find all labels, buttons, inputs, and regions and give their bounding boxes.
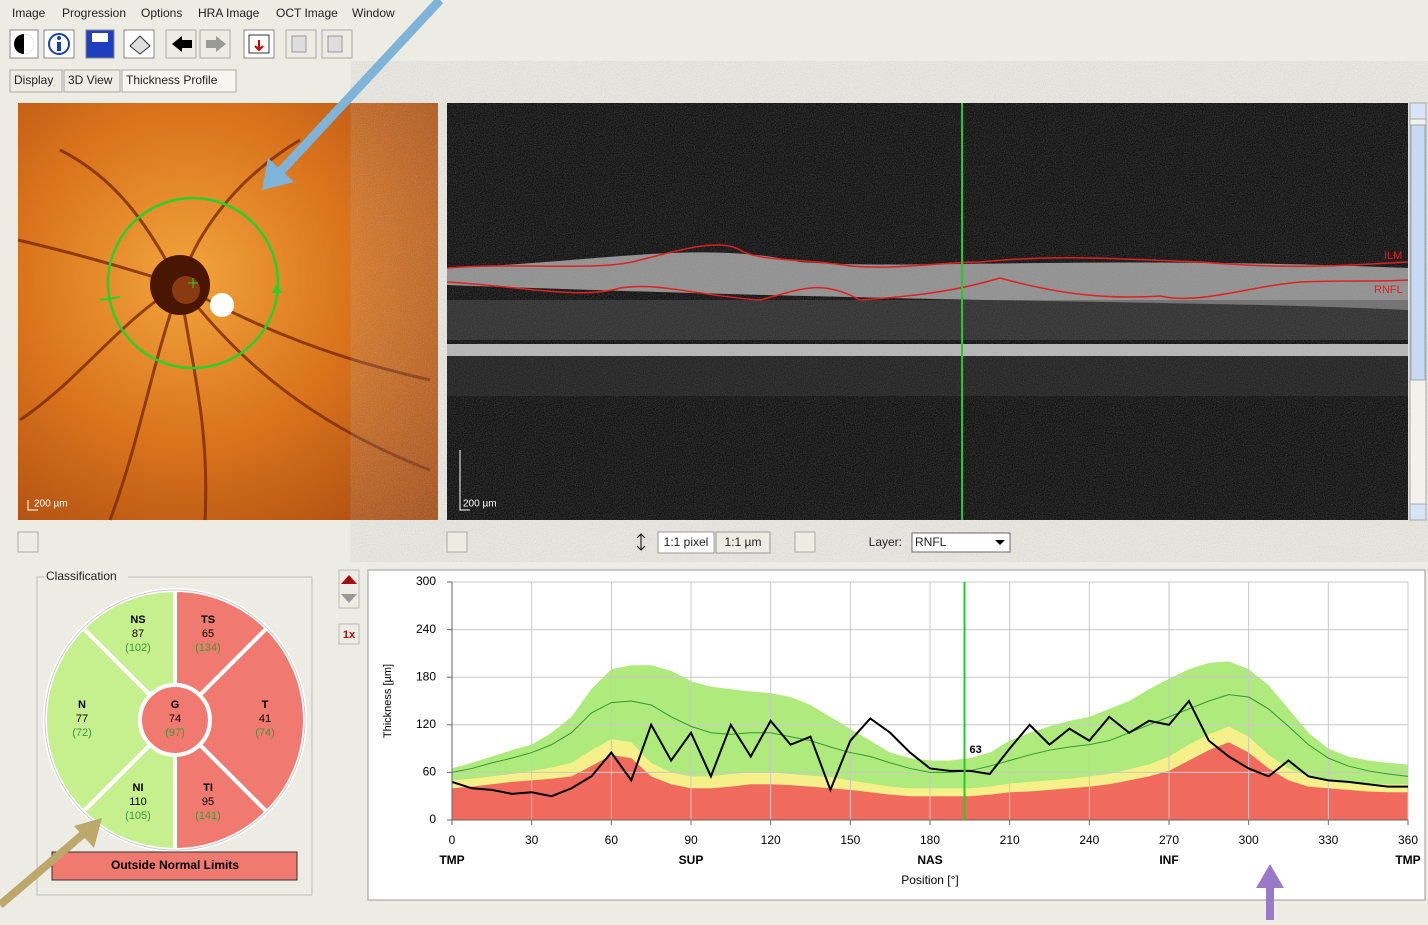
tool-button[interactable] bbox=[795, 532, 815, 552]
menu-item[interactable]: HRA Image bbox=[198, 6, 260, 20]
app-window: Image Progression Options HRA Image OCT Imag… bbox=[0, 0, 1428, 920]
y-tick-label: 60 bbox=[423, 765, 437, 779]
sector-value: 95 bbox=[202, 796, 214, 808]
oct-image bbox=[447, 103, 1408, 520]
cursor-value: 63 bbox=[970, 744, 982, 756]
sector-name: NI bbox=[133, 782, 144, 794]
y-tick-label: 180 bbox=[416, 669, 436, 683]
sector-name: T bbox=[262, 699, 269, 711]
sector-normal: (105) bbox=[125, 810, 151, 822]
x-tick-label: 240 bbox=[1079, 833, 1099, 847]
x-tick-label: 90 bbox=[684, 833, 698, 847]
sector-name: TI bbox=[203, 782, 213, 794]
y-tick-label: 240 bbox=[416, 622, 436, 636]
sector-value: 110 bbox=[129, 796, 147, 808]
y-axis-title: Thickness [µm] bbox=[382, 664, 394, 738]
layer-label: RNFL bbox=[1374, 284, 1403, 296]
x-tick-label: 0 bbox=[449, 833, 456, 847]
x-sector-label: INF bbox=[1159, 853, 1178, 867]
x-tick-label: 120 bbox=[761, 833, 781, 847]
sector-value: 65 bbox=[202, 628, 214, 640]
sector-normal: (97) bbox=[165, 727, 185, 739]
x-tick-label: 300 bbox=[1239, 833, 1259, 847]
x-sector-label: SUP bbox=[679, 853, 704, 867]
x-tick-label: 210 bbox=[1000, 833, 1020, 847]
layer-select-value: RNFL bbox=[915, 535, 947, 549]
tab-label: 3D View bbox=[68, 73, 113, 87]
sector-value: 87 bbox=[132, 628, 144, 640]
sector-name: NS bbox=[130, 614, 145, 626]
sector-normal: (74) bbox=[255, 727, 275, 739]
scrollbar[interactable] bbox=[1410, 103, 1426, 520]
y-tick-label: 300 bbox=[416, 574, 436, 588]
classification-title: Classification bbox=[46, 569, 117, 583]
toolbar bbox=[10, 30, 352, 58]
menu-item[interactable]: Progression bbox=[62, 6, 126, 20]
sector-name: TS bbox=[201, 614, 215, 626]
sector-value: 41 bbox=[259, 713, 271, 725]
tab-label: Display bbox=[14, 73, 53, 87]
menu-item[interactable]: Image bbox=[12, 6, 46, 20]
fundus-scale-label: 200 µm bbox=[34, 499, 68, 510]
tab-label: Thickness Profile bbox=[126, 73, 218, 87]
x-sector-label: TMP bbox=[1395, 853, 1420, 867]
fundus-image bbox=[18, 103, 438, 520]
oct-scale-label: 200 µm bbox=[463, 499, 497, 510]
result-label: Outside Normal Limits bbox=[111, 858, 239, 872]
x-tick-label: 30 bbox=[525, 833, 539, 847]
sector-name: N bbox=[78, 699, 86, 711]
zoom-pixel-label: 1:1 pixel bbox=[664, 535, 709, 549]
sector-normal: (134) bbox=[195, 642, 221, 654]
x-tick-label: 60 bbox=[605, 833, 619, 847]
menu-item[interactable]: OCT Image bbox=[276, 6, 338, 20]
x-axis-title: Position [°] bbox=[901, 873, 959, 887]
zoom-toggle-label: 1x bbox=[343, 629, 356, 641]
zoom-um-label: 1:1 µm bbox=[725, 535, 762, 549]
sector-name: G bbox=[171, 699, 180, 711]
x-tick-label: 360 bbox=[1398, 833, 1418, 847]
sector-value: 74 bbox=[169, 713, 181, 725]
layer-select-label: Layer: bbox=[869, 535, 902, 549]
x-tick-label: 330 bbox=[1318, 833, 1338, 847]
x-tick-label: 150 bbox=[840, 833, 860, 847]
hand-button[interactable] bbox=[447, 532, 467, 552]
sector-normal: (72) bbox=[72, 727, 92, 739]
y-tick-label: 0 bbox=[429, 812, 436, 826]
layer-label: ILM bbox=[1384, 250, 1402, 262]
menu-item[interactable]: Window bbox=[352, 6, 395, 20]
x-tick-label: 270 bbox=[1159, 833, 1179, 847]
sector-value: 77 bbox=[76, 713, 88, 725]
zoom-icon bbox=[637, 534, 645, 550]
hand-button[interactable] bbox=[18, 532, 38, 552]
sector-normal: (141) bbox=[195, 810, 221, 822]
x-sector-label: TMP bbox=[439, 853, 464, 867]
y-tick-label: 120 bbox=[416, 717, 436, 731]
menu-item[interactable]: Options bbox=[141, 6, 182, 20]
x-sector-label: NAS bbox=[917, 853, 942, 867]
x-tick-label: 180 bbox=[920, 833, 940, 847]
sector-normal: (102) bbox=[125, 642, 151, 654]
